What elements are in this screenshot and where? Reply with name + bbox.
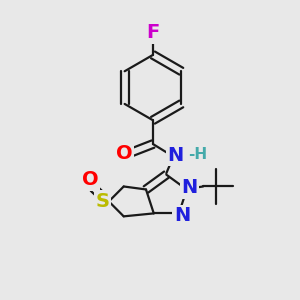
- Text: N: N: [174, 206, 190, 225]
- Text: O: O: [116, 144, 133, 164]
- Text: O: O: [82, 170, 99, 189]
- Text: F: F: [146, 23, 160, 42]
- Text: -H: -H: [188, 147, 207, 162]
- Text: N: N: [168, 146, 184, 165]
- Text: S: S: [95, 192, 109, 211]
- Text: N: N: [182, 178, 198, 197]
